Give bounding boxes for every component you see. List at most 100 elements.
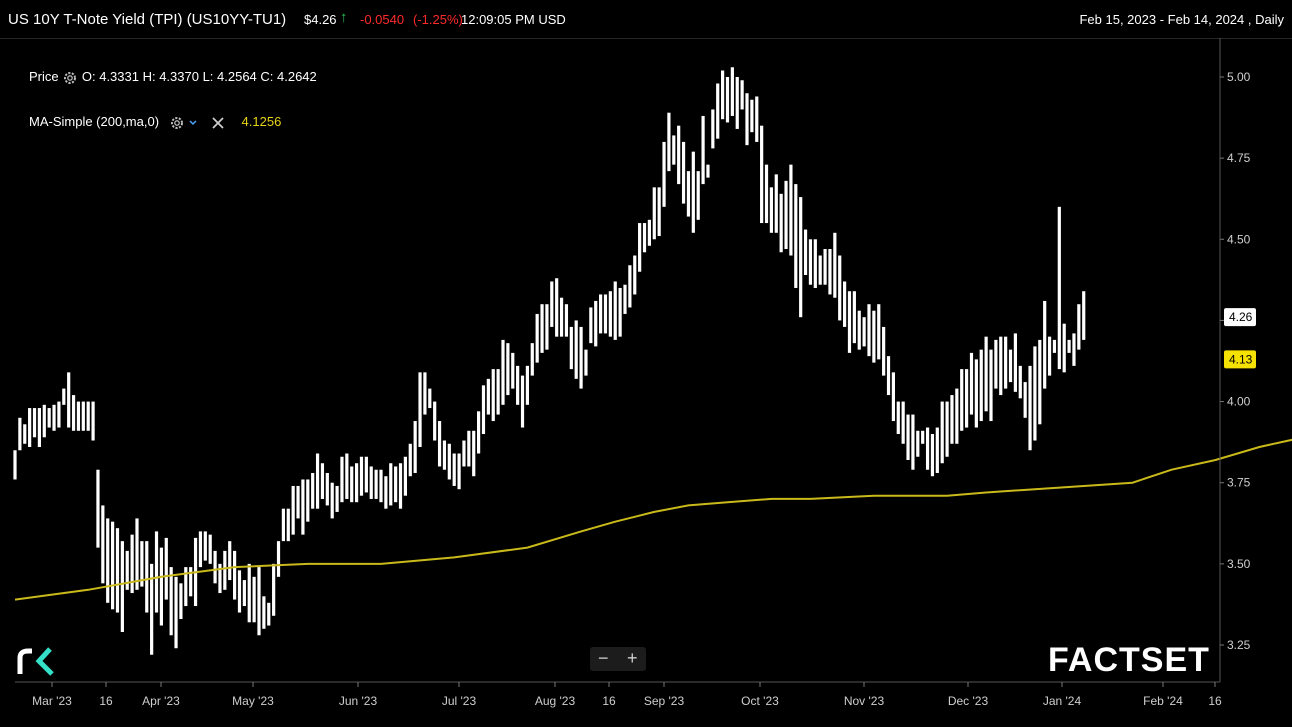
x-tick-label: Aug '23 bbox=[535, 694, 576, 708]
price-bar bbox=[477, 411, 481, 454]
price-bar bbox=[564, 304, 569, 337]
price-bar bbox=[96, 469, 100, 548]
x-tick-label: 16 bbox=[1208, 694, 1222, 708]
x-axis: Mar '23 16 Apr '23 May '23 Jun '23 Jul '23 Aug… bbox=[15, 681, 1222, 708]
price-bar bbox=[667, 112, 671, 172]
price-bar bbox=[364, 456, 368, 493]
price-bar bbox=[237, 570, 242, 613]
price-bar bbox=[696, 171, 700, 220]
price-bar bbox=[291, 485, 295, 535]
price-bar bbox=[452, 453, 456, 486]
gear-icon[interactable] bbox=[62, 70, 78, 86]
price-chart[interactable]: 5.004.754.504.254.003.753.503.254.264.13… bbox=[0, 38, 1292, 727]
x-tick-label: Jan '24 bbox=[1043, 694, 1082, 708]
price-bar bbox=[642, 223, 647, 253]
price-bar bbox=[447, 443, 451, 480]
price-bar bbox=[701, 115, 705, 185]
price-bar bbox=[530, 343, 534, 376]
price-bar bbox=[145, 541, 149, 613]
price-legend: Price O: 4.3331 H: 4.3370 L: 4.2564 C: 4… bbox=[29, 69, 317, 86]
price-bar bbox=[813, 239, 817, 288]
price-bar bbox=[525, 365, 529, 405]
ohlc-values: O: 4.3331 H: 4.3370 L: 4.2564 C: 4.2642 bbox=[81, 69, 317, 84]
price-bar bbox=[794, 184, 798, 288]
price-bar bbox=[359, 456, 364, 496]
price-bar bbox=[745, 93, 749, 146]
x-tick-label: Sep '23 bbox=[644, 694, 685, 708]
price-bar bbox=[1057, 206, 1061, 370]
price-bar bbox=[101, 505, 105, 584]
price-bar bbox=[315, 453, 320, 509]
instrument-title: US 10Y T-Note Yield (TPI) (US10YY-TU1) bbox=[8, 11, 287, 28]
price-bar bbox=[233, 550, 237, 600]
price-bar bbox=[974, 359, 978, 428]
price-bar bbox=[106, 518, 110, 603]
price-bar bbox=[76, 401, 81, 431]
plot-area bbox=[13, 67, 1292, 655]
price-bar bbox=[423, 372, 427, 415]
price-bar bbox=[486, 378, 490, 415]
close-icon[interactable] bbox=[212, 116, 224, 129]
price-bar bbox=[1004, 336, 1008, 389]
price-bar bbox=[979, 349, 983, 422]
price-bar bbox=[803, 229, 808, 275]
price-bar bbox=[1028, 365, 1032, 451]
price-bar bbox=[203, 531, 207, 561]
price-bar bbox=[140, 541, 144, 587]
price-bar bbox=[818, 255, 822, 285]
price-bar bbox=[750, 99, 754, 133]
x-tick-label: Nov '23 bbox=[844, 694, 885, 708]
price-bar bbox=[335, 485, 339, 512]
price-bar bbox=[467, 430, 471, 467]
gear-icon[interactable] bbox=[169, 115, 185, 131]
price-bar bbox=[579, 326, 583, 389]
price-bar bbox=[262, 596, 266, 629]
price-bar bbox=[1072, 333, 1076, 366]
price-bar bbox=[418, 372, 422, 448]
ma-price-badge: 4.13 bbox=[1229, 352, 1253, 366]
x-tick-label: Apr '23 bbox=[142, 694, 180, 708]
price-bar bbox=[740, 80, 744, 110]
date-range[interactable]: Feb 15, 2023 - Feb 14, 2024 , Daily bbox=[1079, 12, 1284, 27]
price-bar bbox=[501, 339, 505, 405]
price-bar bbox=[189, 567, 193, 597]
price-bar bbox=[1062, 323, 1066, 373]
y-tick-label: 4.75 bbox=[1227, 151, 1251, 165]
price-bar bbox=[1033, 346, 1037, 441]
zoom-out-button[interactable]: − bbox=[598, 648, 609, 668]
price-bar bbox=[872, 310, 876, 363]
price-bar bbox=[242, 580, 246, 607]
price-bar bbox=[516, 365, 520, 405]
price-bar bbox=[384, 476, 388, 509]
price-bar bbox=[867, 304, 871, 357]
price-bar bbox=[877, 304, 881, 360]
price-bar bbox=[769, 187, 773, 233]
price-bar bbox=[657, 187, 661, 237]
price-bar bbox=[267, 602, 271, 626]
price-bar bbox=[550, 281, 554, 327]
price-bar bbox=[569, 326, 573, 370]
price-bar bbox=[355, 463, 359, 503]
price-bar bbox=[555, 278, 559, 337]
zoom-in-button[interactable]: + bbox=[627, 648, 638, 668]
price-bar bbox=[994, 339, 998, 389]
chevron-down-icon[interactable] bbox=[188, 118, 198, 128]
price-bar bbox=[218, 563, 222, 594]
price-bar bbox=[706, 164, 710, 178]
price-bar bbox=[306, 479, 310, 522]
last-price: $4.26 bbox=[304, 12, 337, 27]
ma-line bbox=[14, 438, 1292, 601]
price-bar bbox=[774, 174, 778, 233]
price-bar bbox=[398, 463, 403, 509]
price-bar bbox=[472, 430, 476, 477]
y-tick-label: 5.00 bbox=[1227, 70, 1251, 84]
price-bar bbox=[686, 171, 691, 217]
price-bar bbox=[891, 372, 895, 422]
ma-value: 4.1256 bbox=[241, 114, 282, 129]
price-bar bbox=[296, 485, 300, 519]
price-bar bbox=[374, 469, 378, 499]
price-bar bbox=[799, 197, 803, 318]
price-bar bbox=[677, 125, 681, 185]
price-bar bbox=[62, 388, 66, 405]
quote-time: 12:09:05 PM USD bbox=[461, 12, 566, 27]
